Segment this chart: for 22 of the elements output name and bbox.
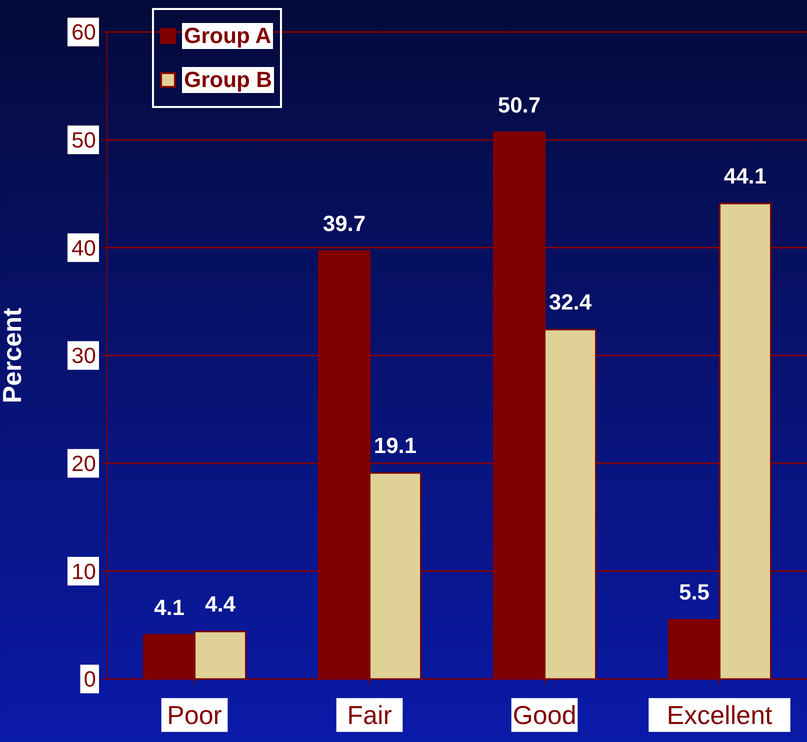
x-tick-label: Excellent xyxy=(666,700,774,730)
legend-label: Group A xyxy=(182,23,274,49)
y-tick-label: 50 xyxy=(72,128,96,153)
data-label: 32.4 xyxy=(548,290,592,315)
x-tick-label: Fair xyxy=(347,700,392,730)
y-tick-label: 60 xyxy=(72,20,96,45)
data-label: 39.7 xyxy=(322,210,366,236)
data-label: 5.5 xyxy=(678,580,710,605)
legend-label: Group B xyxy=(182,67,274,93)
y-tick-label: 40 xyxy=(72,235,96,260)
x-tick-label: Good xyxy=(512,700,576,730)
data-label: 19.1 xyxy=(374,433,417,458)
y-axis-title: Percent xyxy=(0,307,28,404)
y-tick-label: 20 xyxy=(72,451,96,476)
y-tick-label: 30 xyxy=(72,343,96,368)
data-label: 4.1 xyxy=(154,594,185,620)
y-tick-label: 10 xyxy=(72,558,96,584)
y-tick-label: 0 xyxy=(84,666,96,692)
data-label: 50.7 xyxy=(498,92,541,118)
data-label: 4.4 xyxy=(204,592,236,617)
x-tick-label: Poor xyxy=(167,700,222,730)
data-label: 44.1 xyxy=(724,163,767,188)
